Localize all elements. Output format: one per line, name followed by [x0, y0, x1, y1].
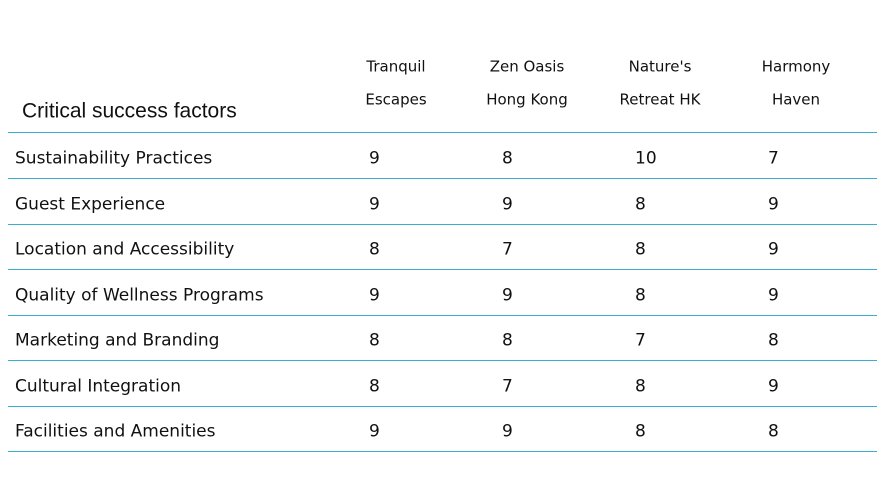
row-label: Guest Experience: [15, 194, 166, 214]
column-header: Harmony: [761, 57, 831, 76]
cell-value: 9: [369, 421, 380, 442]
row-label: Sustainability Practices: [15, 148, 213, 169]
cell-value: 8: [369, 376, 380, 396]
cell-value: 9: [369, 285, 380, 305]
divider: [8, 178, 877, 179]
cell-value: 9: [369, 194, 380, 214]
row-label: Facilities and Amenities: [15, 421, 216, 442]
cell-value: 8: [635, 239, 646, 260]
column-header: Zen Oasis: [489, 57, 565, 76]
divider: [8, 451, 877, 452]
cell-value: 7: [502, 239, 513, 260]
cell-value: 7: [502, 376, 513, 396]
cell-value: 7: [768, 148, 779, 169]
cell-value: 9: [502, 421, 513, 442]
row-label: Cultural Integration: [15, 376, 182, 396]
column-header: Nature's: [628, 57, 692, 76]
corner-header: Critical success factors: [22, 99, 237, 123]
row-label: Quality of Wellness Programs: [15, 285, 264, 305]
cell-value: 7: [635, 330, 646, 351]
row-label: Marketing and Branding: [15, 330, 220, 351]
cell-value: 8: [369, 239, 380, 260]
cell-value: 8: [768, 330, 779, 351]
cell-value: 8: [502, 148, 513, 169]
cell-value: 9: [502, 194, 513, 214]
column-header: Haven: [771, 90, 821, 109]
column-header: Retreat HK: [619, 90, 701, 109]
divider: [8, 314, 877, 316]
divider: [8, 132, 877, 133]
cell-value: 9: [502, 285, 513, 305]
row-label: Location and Accessibility: [15, 239, 235, 260]
column-header: Hong Kong: [486, 90, 568, 109]
divider: [8, 269, 877, 270]
divider: [8, 223, 877, 225]
cell-value: 9: [768, 194, 779, 214]
cell-value: 8: [635, 376, 646, 396]
cell-value: 9: [369, 148, 380, 169]
cell-value: 8: [635, 285, 646, 305]
cell-value: 9: [768, 285, 779, 305]
divider: [8, 360, 877, 361]
cell-value: 8: [635, 421, 646, 442]
cell-value: 8: [768, 421, 779, 442]
cell-value: 8: [635, 194, 646, 214]
divider: [8, 405, 877, 407]
cell-value: 10: [635, 148, 657, 169]
cell-value: 9: [768, 376, 779, 396]
column-header: Tranquil: [366, 57, 426, 76]
column-header: Escapes: [365, 90, 427, 109]
cell-value: 9: [768, 239, 779, 260]
cell-value: 8: [369, 330, 380, 351]
cell-value: 8: [502, 330, 513, 351]
